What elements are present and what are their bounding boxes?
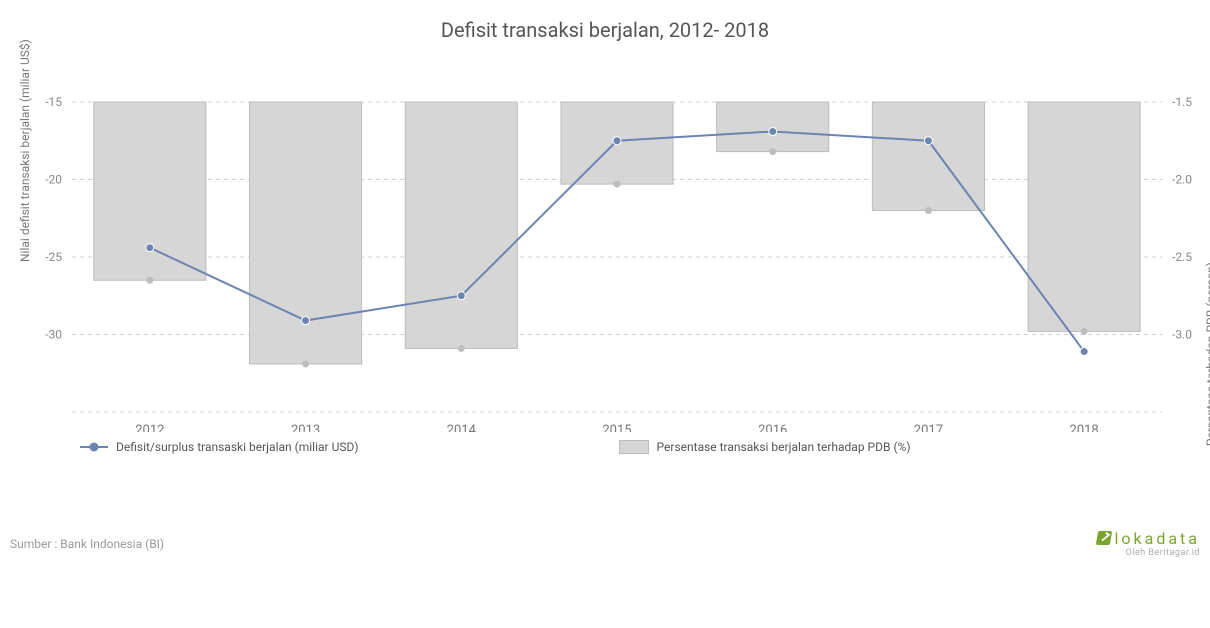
chart-svg: -15 -1.5 -20 -2.0 -25 -2.5 -30 -3.0 2012 2013 2014… xyxy=(0,52,1210,432)
pct-marker xyxy=(769,148,776,155)
y-right-tick: -2.0 xyxy=(1172,173,1192,187)
brand-name: lokadata xyxy=(1115,529,1201,548)
chart-title: Defisit transaksi berjalan, 2012- 2018 xyxy=(0,0,1210,52)
y-axis-left-label: Nilai defisit transaksi berjalan (miliar… xyxy=(18,39,32,262)
x-category: 2016 xyxy=(758,423,787,432)
legend-item-bar: Persentase transaksi berjalan terhadap P… xyxy=(619,440,911,454)
y-right-tick: -2.5 xyxy=(1172,250,1192,264)
brand: lokadata Oleh Beritagar.id xyxy=(1097,529,1201,558)
pct-marker xyxy=(302,360,309,367)
line-marker xyxy=(457,292,465,300)
y-left-tick: -20 xyxy=(45,173,62,187)
line-marker xyxy=(769,127,777,135)
bar xyxy=(94,102,206,280)
x-category: 2017 xyxy=(914,423,943,432)
legend-bar-label: Persentase transaksi berjalan terhadap P… xyxy=(657,440,911,454)
y-right-tick: -1.5 xyxy=(1172,95,1192,109)
brand-sub: Oleh Beritagar.id xyxy=(1097,548,1201,558)
x-category: 2012 xyxy=(135,423,164,432)
x-category: 2018 xyxy=(1070,423,1099,432)
y-left-tick: -30 xyxy=(45,328,62,342)
line-marker xyxy=(613,137,621,145)
y-left-tick: -25 xyxy=(45,250,62,264)
legend: Defisit/surplus transaski berjalan (mili… xyxy=(0,432,1210,454)
x-category: 2014 xyxy=(447,423,477,432)
line-marker xyxy=(924,137,932,145)
pct-marker xyxy=(614,181,621,188)
legend-item-line: Defisit/surplus transaski berjalan (mili… xyxy=(80,440,359,454)
chart-area: Nilai defisit transaksi berjalan (miliar… xyxy=(0,52,1210,432)
source-text: Sumber : Bank Indonesia (BI) xyxy=(10,537,164,551)
pct-marker xyxy=(1081,328,1088,335)
x-category: 2013 xyxy=(291,423,320,432)
line-marker xyxy=(146,244,154,252)
pct-marker xyxy=(925,207,932,214)
brand-icon xyxy=(1095,531,1111,545)
footer: Sumber : Bank Indonesia (BI) lokadata Ol… xyxy=(10,529,1200,558)
legend-line-label: Defisit/surplus transaski berjalan (mili… xyxy=(116,440,359,454)
x-category: 2015 xyxy=(602,423,631,432)
y-axis-right-label: Persentase terhadap PDB (persen) xyxy=(1204,262,1210,446)
bar xyxy=(405,102,517,348)
pct-marker xyxy=(458,345,465,352)
bar xyxy=(717,102,829,152)
line-marker xyxy=(302,317,310,325)
y-right-tick: -3.0 xyxy=(1172,328,1192,342)
pct-marker xyxy=(146,277,153,284)
legend-box-icon xyxy=(619,440,649,454)
line-marker xyxy=(1080,348,1088,356)
y-left-tick: -15 xyxy=(45,95,62,109)
legend-line-icon xyxy=(80,446,108,448)
